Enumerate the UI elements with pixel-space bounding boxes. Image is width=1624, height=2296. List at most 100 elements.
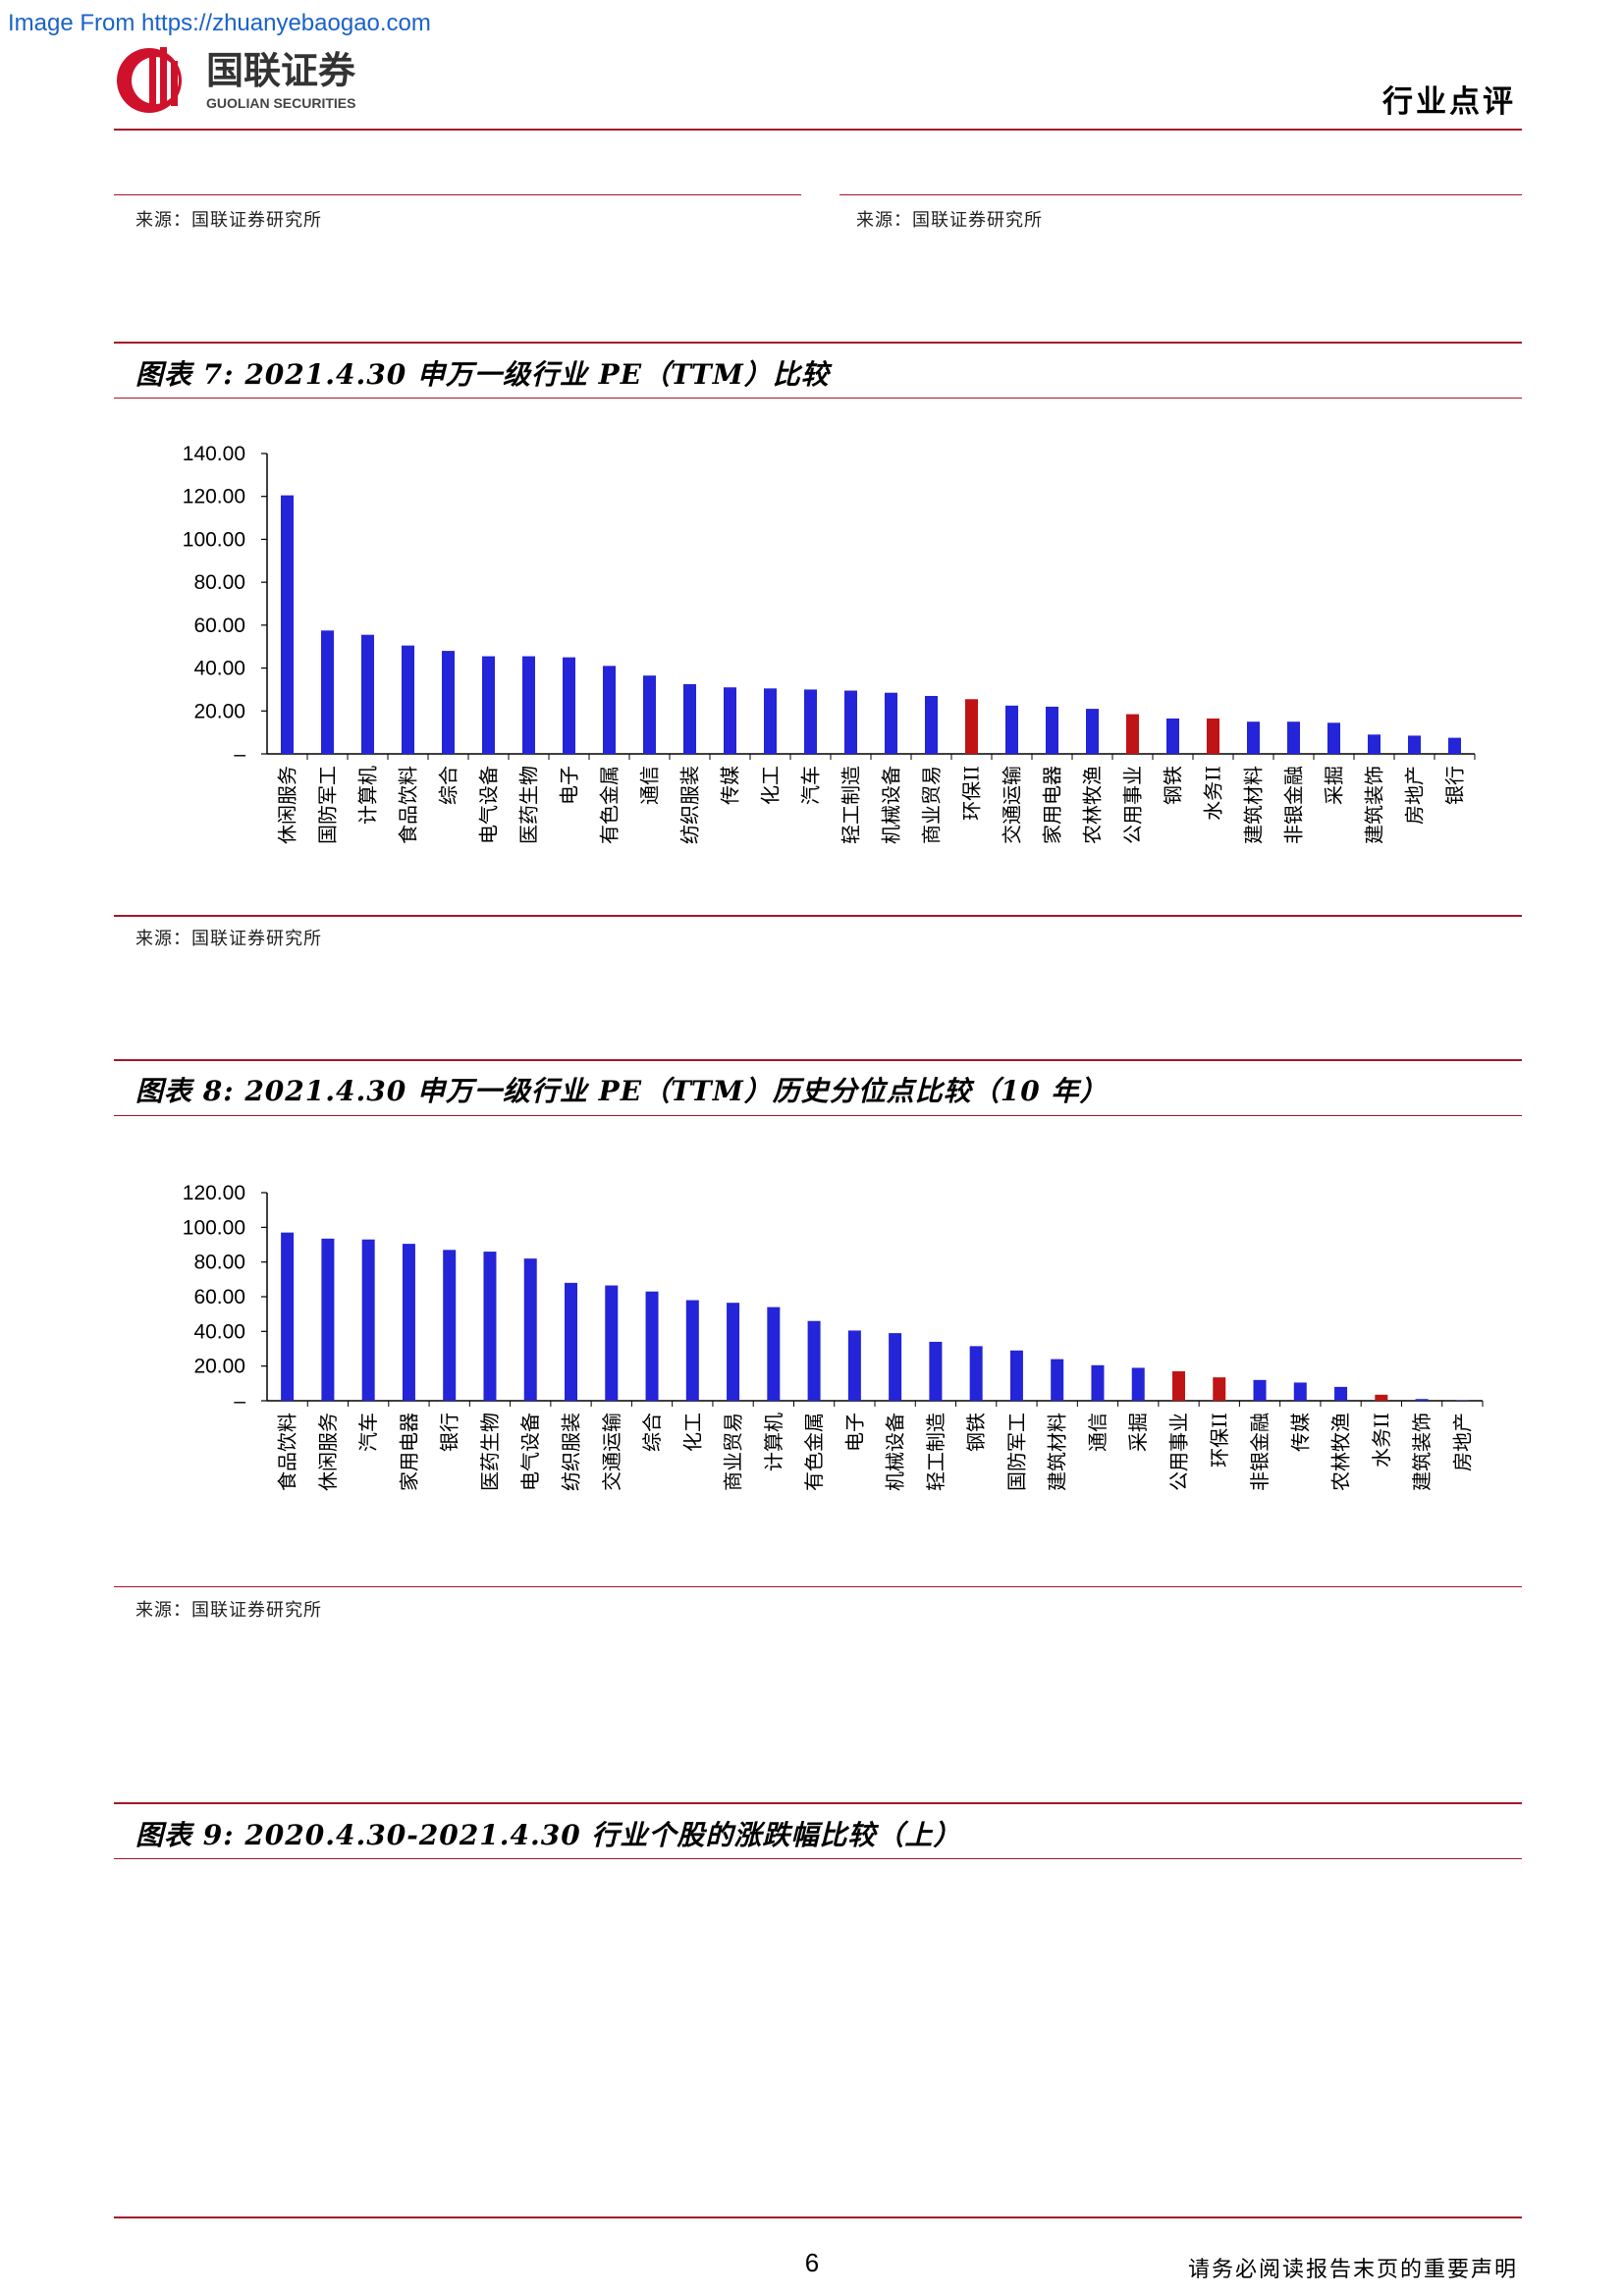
x-tick-label: 商业贸易	[920, 766, 944, 844]
bar	[724, 687, 736, 754]
disclaimer-note: 请务必阅读报告末页的重要声明	[1187, 2258, 1518, 2282]
x-tick-label: 化工	[759, 766, 783, 805]
bar	[603, 666, 616, 754]
x-tick-label: 银行	[1443, 766, 1467, 805]
rule	[839, 194, 1522, 195]
footer-rule	[114, 2216, 1522, 2218]
x-tick-label: 机械设备	[880, 766, 903, 844]
x-tick-label: 休闲服务	[276, 766, 299, 844]
x-tick-label: 建筑装饰	[1363, 766, 1386, 844]
fig8-chart: – 20.00 40.00 60.00 80.00 100.00 120.00 食品饮料 休闲服…	[183, 1182, 1484, 1491]
x-tick-label: 化工	[680, 1413, 704, 1452]
x-tick-label: 水务II	[1370, 1413, 1393, 1468]
bar	[1091, 1364, 1105, 1401]
x-tick-label: 通信	[1086, 1413, 1110, 1452]
y-tick-label: 80.00	[193, 1252, 245, 1274]
x-tick-label: 水务II	[1202, 766, 1225, 821]
x-tick-label: 电子	[558, 766, 581, 805]
bar	[1131, 1367, 1145, 1401]
x-tick-label: 公用事业	[1121, 766, 1145, 844]
report-type: 行业点评	[1382, 84, 1516, 120]
rule	[114, 398, 1522, 399]
x-tick-label: 传媒	[719, 766, 742, 805]
x-tick-label: 有色金属	[598, 766, 622, 844]
bar	[767, 1307, 781, 1401]
x-tick-label: 房地产	[1450, 1413, 1474, 1471]
bar	[683, 683, 696, 754]
x-tick-label: 食品饮料	[276, 1413, 299, 1491]
x-tick-label: 房地产	[1403, 766, 1427, 825]
bar	[402, 645, 414, 754]
y-tick-label: 100.00	[183, 1216, 245, 1239]
bar	[1287, 721, 1300, 754]
bar	[1375, 1394, 1388, 1401]
x-tick-label: 机械设备	[884, 1413, 907, 1491]
x-tick-label: 纺织服装	[678, 766, 702, 844]
x-tick-label: 建筑材料	[1242, 766, 1266, 844]
x-tick-label: 综合	[437, 766, 460, 805]
y-tick-label: –	[234, 1390, 245, 1413]
bar	[764, 688, 777, 754]
y-tick-label: 40.00	[193, 1320, 245, 1343]
fig7-chart: – 20.00 40.00 60.00 80.00 100.00 120.00 140.00 休…	[183, 443, 1476, 844]
bar	[1207, 718, 1219, 754]
x-tick-label: 电气设备	[518, 1413, 542, 1491]
x-tick-label: 汽车	[356, 1413, 380, 1452]
x-tick-label: 采掘	[1323, 766, 1346, 805]
bar	[1415, 1399, 1429, 1401]
logo-en: GUOLIAN SECURITIES	[206, 95, 355, 111]
y-tick-label: 20.00	[193, 1356, 245, 1378]
watermark-text: Image From https://zhuanyebaogao.com	[8, 10, 431, 36]
bar	[1408, 735, 1421, 754]
bar	[605, 1285, 619, 1401]
x-tick-label: 家用电器	[397, 1413, 420, 1491]
source-left: 来源：国联证券研究所	[135, 210, 322, 231]
x-tick-label: 非银金融	[1248, 1413, 1272, 1491]
y-tick-label: 60.00	[193, 614, 245, 637]
bar	[847, 1330, 861, 1401]
x-tick-label: 食品饮料	[397, 766, 420, 844]
y-tick-label: 120.00	[183, 486, 245, 508]
bar	[565, 1282, 577, 1401]
bar	[1172, 1370, 1185, 1401]
rule	[114, 915, 1522, 917]
fig8-source: 来源：国联证券研究所	[135, 1600, 322, 1621]
bar	[965, 699, 978, 754]
x-tick-label: 采掘	[1126, 1413, 1150, 1452]
y-tick-label: 120.00	[183, 1182, 245, 1204]
bar	[563, 657, 575, 754]
x-tick-label: 有色金属	[802, 1413, 826, 1491]
bar	[969, 1346, 983, 1401]
x-tick-label: 银行	[438, 1413, 461, 1452]
bar	[1247, 721, 1260, 754]
bar	[1086, 709, 1099, 754]
rule	[114, 1858, 1522, 1859]
bar	[281, 495, 294, 754]
x-tick-label: 汽车	[799, 766, 823, 805]
guolian-logo: 国联证券 GUOLIAN SECURITIES	[117, 47, 356, 113]
x-tick-label: 交通运输	[600, 1413, 623, 1491]
y-tick-label: 40.00	[193, 658, 245, 680]
page-number: 6	[804, 2248, 820, 2277]
source-right: 来源：国联证券研究所	[856, 210, 1043, 231]
fig7-source: 来源：国联证券研究所	[135, 929, 322, 949]
bar	[483, 1252, 497, 1401]
rule	[114, 1115, 1522, 1116]
x-tick-label: 医药生物	[478, 1413, 502, 1491]
rule	[114, 1059, 1522, 1061]
bar	[844, 690, 857, 754]
rule	[114, 1586, 1522, 1587]
x-tick-label: 农林牧渔	[1081, 766, 1105, 844]
x-tick-label: 轻工制造	[839, 766, 863, 844]
bar	[685, 1300, 699, 1401]
y-tick-label: 60.00	[193, 1286, 245, 1308]
fig9-title: 图表 9: 2020.4.30-2021.4.30 行业个股的涨跌幅比较（上）	[135, 1819, 962, 1851]
rule	[114, 342, 1522, 344]
x-tick-label: 建筑装饰	[1410, 1413, 1434, 1491]
bar	[442, 651, 455, 754]
bar	[804, 689, 817, 754]
x-tick-label: 休闲服务	[316, 1413, 340, 1491]
bar	[321, 630, 334, 754]
rule	[114, 194, 801, 195]
bar	[1293, 1382, 1307, 1401]
